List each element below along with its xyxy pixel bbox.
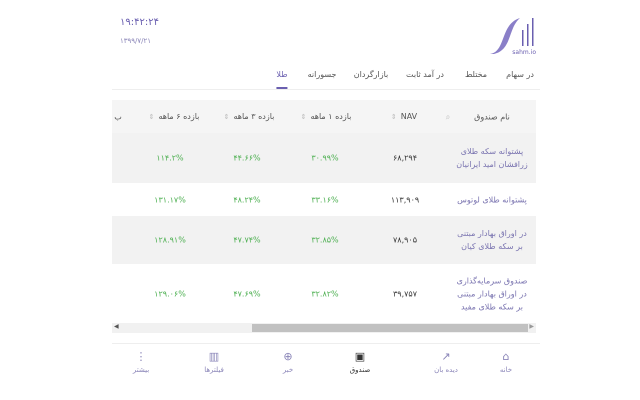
fund-name[interactable]: پشتوانه سکه طلای زرافشان امید ایرانیان (456, 145, 527, 171)
sort-icon: ⇕ (300, 112, 307, 121)
scroll-right-icon[interactable]: ▶ (529, 323, 534, 330)
return-1m: ۳۰.۹۹% (311, 153, 339, 163)
return-3m: ۴۸.۲۴% (233, 195, 261, 204)
funds-table: نام صندوق ⌕ NAV⇕ بازده ۱ ماهه⇕ بازده ۳ م… (112, 100, 536, 333)
header-3m-label: بازده ۳ ماهه (233, 111, 275, 121)
return-6m: ۱۲۸.۹۱% (154, 235, 186, 245)
sort-icon: ⇕ (148, 112, 155, 121)
sort-icon: ⇕ (390, 112, 397, 121)
return-3m: ۴۷.۶۹% (233, 289, 261, 298)
fund-name[interactable]: پشتوانه طلای لوتوس (457, 193, 527, 206)
fund-name-line: در اوراق بهادار مبتنی (457, 289, 527, 298)
return-1m: ۳۳.۱۶% (311, 195, 339, 204)
nav-label: فیلترها (204, 366, 224, 374)
tab-fixed-income[interactable]: در آمد ثابت (406, 70, 444, 79)
nav-more[interactable]: ⋮ بیشتر (133, 350, 149, 374)
table-row[interactable]: در اوراق بهادار مبتنی بر سکه طلای کیان ۷۸,… (112, 216, 536, 264)
nav-watchlist[interactable]: ↗ دیده بان (434, 350, 458, 374)
header-6m-label: بازده ۶ ماهه (158, 111, 200, 121)
nav-value: ۶۸,۲۹۴ (392, 153, 418, 163)
globe-icon: ⊕ (283, 350, 293, 363)
nav-value: ۳۹,۷۵۷ (392, 289, 418, 298)
nav-value: ۷۸,۹۰۵ (392, 235, 418, 245)
header-nav[interactable]: NAV⇕ (387, 110, 417, 124)
fund-name-line: پشتوانه سکه طلای (460, 147, 524, 156)
chart-icon: ▥ (208, 350, 220, 363)
return-1m: ۳۲.۸۵% (311, 235, 339, 245)
header-3m[interactable]: بازده ۳ ماهه⇕ (220, 110, 275, 124)
nav-home[interactable]: ⌂ خانه (500, 350, 512, 374)
home-icon: ⌂ (502, 350, 510, 363)
wallet-icon: ▣ (354, 350, 366, 363)
fund-name-line: زرافشان امید ایرانیان (456, 160, 528, 169)
return-6m: ۱۳۱.۱۷% (154, 195, 186, 204)
tab-stocks[interactable]: در سهام (506, 70, 534, 79)
fund-name-line: پشتوانه طلای لوتوس (457, 195, 527, 204)
tab-market-maker[interactable]: بازارگردان (353, 70, 389, 79)
nav-value: ۱۱۳,۹۰۹ (390, 195, 420, 204)
return-3m: ۴۴.۶۶% (233, 153, 261, 163)
nav-fund[interactable]: ▣ صندوق (350, 350, 371, 374)
fund-name-line: صندوق سرمایه‌گذاری (456, 276, 528, 285)
header-6m[interactable]: بازده ۶ ماهه⇕ (145, 110, 200, 124)
scroll-left-icon[interactable]: ◀ (114, 323, 119, 330)
date: ۱۳۹۹/۷/۲۱ (120, 37, 152, 45)
nav-news[interactable]: ⊕ خبر (283, 350, 293, 374)
tab-mixed[interactable]: مختلط (464, 70, 488, 79)
fund-name-line: بر سکه طلای کیان (461, 242, 523, 251)
tab-gold[interactable]: طلا (276, 70, 288, 89)
sort-icon: ⇕ (223, 112, 230, 121)
svg-text:sahm.io: sahm.io (512, 49, 536, 56)
nav-filters[interactable]: ▥ فیلترها (204, 350, 224, 374)
horizontal-scrollbar[interactable]: ◀ ▶ (112, 323, 536, 333)
more-icon: ⋮ (135, 350, 147, 363)
logo[interactable]: sahm.io (486, 14, 538, 56)
header-name[interactable]: نام صندوق (474, 112, 510, 121)
search-icon[interactable]: ⌕ (445, 112, 451, 121)
fund-name[interactable]: صندوق سرمایه‌گذاری در اوراق بهادار مبتنی ب… (457, 274, 528, 313)
return-1m: ۳۲.۸۲% (311, 289, 339, 298)
logo-icon: sahm.io (490, 18, 536, 56)
header-1m-label: بازده ۱ ماهه (310, 111, 352, 121)
header-cut: ب (114, 112, 122, 121)
return-6m: ۱۲۹.۰۶% (154, 289, 186, 298)
nav-label: دیده بان (434, 366, 458, 374)
trend-icon: ↗ (441, 350, 451, 363)
table-header: نام صندوق ⌕ NAV⇕ بازده ۱ ماهه⇕ بازده ۳ م… (112, 100, 536, 133)
category-tabs: در سهام مختلط در آمد ثابت بازارگردان جسو… (112, 60, 540, 90)
table-row[interactable]: پشتوانه طلای لوتوس ۱۱۳,۹۰۹ ۳۳.۱۶% ۴۸.۲۴% ۱۳۱… (112, 183, 536, 216)
return-3m: ۴۷.۷۴% (233, 235, 261, 245)
header-nav-label: NAV (400, 111, 418, 121)
scrollbar-thumb[interactable] (252, 324, 528, 332)
clock-time: ۱۹:۴۲:۲۴ (120, 17, 159, 28)
table-row[interactable]: پشتوانه سکه طلای زرافشان امید ایرانیان ۶۸,… (112, 133, 536, 183)
nav-label: صندوق (349, 366, 371, 374)
fund-name-line: بر سکه طلای مفید (460, 302, 524, 311)
bottom-navigation: ⌂ خانه ↗ دیده بان ▣ صندوق ⊕ خبر ▥ فیلترها ⋮ بی… (112, 343, 540, 383)
header-1m[interactable]: بازده ۱ ماهه⇕ (297, 110, 352, 124)
tab-venture[interactable]: جسورانه (307, 70, 337, 79)
fund-name[interactable]: در اوراق بهادار مبتنی بر سکه طلای کیان (457, 227, 527, 253)
table-row[interactable]: صندوق سرمایه‌گذاری در اوراق بهادار مبتنی ب… (112, 264, 536, 323)
fund-name-line: در اوراق بهادار مبتنی (457, 229, 527, 238)
nav-label: خانه (499, 366, 513, 374)
nav-label: بیشتر (132, 366, 150, 374)
nav-label: خبر (282, 366, 294, 374)
return-6m: ۱۱۴.۲% (156, 153, 184, 163)
